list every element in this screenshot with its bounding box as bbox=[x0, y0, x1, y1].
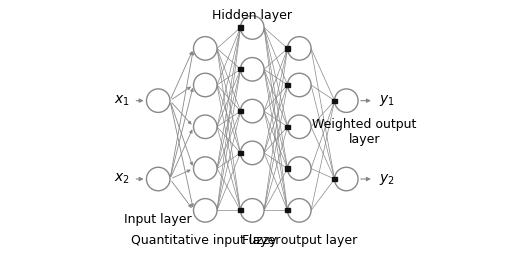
Text: Quantitative input layer: Quantitative input layer bbox=[131, 234, 280, 247]
Circle shape bbox=[194, 73, 217, 97]
Circle shape bbox=[241, 99, 264, 123]
Bar bbox=[285, 125, 289, 129]
Text: Weighted output
layer: Weighted output layer bbox=[313, 118, 417, 146]
Circle shape bbox=[194, 157, 217, 180]
Bar bbox=[238, 67, 243, 72]
Circle shape bbox=[287, 115, 311, 139]
Text: $x_2$: $x_2$ bbox=[114, 172, 129, 186]
Bar bbox=[238, 208, 243, 213]
Circle shape bbox=[194, 199, 217, 222]
Bar bbox=[238, 25, 243, 30]
Text: $y_1$: $y_1$ bbox=[379, 93, 395, 108]
Bar bbox=[285, 46, 289, 50]
Circle shape bbox=[335, 89, 358, 112]
Bar bbox=[285, 208, 289, 213]
Circle shape bbox=[146, 89, 170, 112]
Bar bbox=[333, 98, 337, 103]
Circle shape bbox=[287, 199, 311, 222]
Text: $x_1$: $x_1$ bbox=[114, 93, 129, 108]
Circle shape bbox=[241, 58, 264, 81]
Bar bbox=[238, 151, 243, 155]
Circle shape bbox=[287, 73, 311, 97]
Bar bbox=[285, 167, 289, 171]
Circle shape bbox=[287, 37, 311, 60]
Text: Hidden layer: Hidden layer bbox=[212, 9, 293, 22]
Circle shape bbox=[146, 167, 170, 191]
Text: $y_2$: $y_2$ bbox=[379, 172, 394, 187]
Circle shape bbox=[194, 115, 217, 139]
Circle shape bbox=[194, 37, 217, 60]
Circle shape bbox=[287, 157, 311, 180]
Bar bbox=[285, 83, 289, 87]
Circle shape bbox=[241, 199, 264, 222]
Text: Fuzzy output layer: Fuzzy output layer bbox=[242, 234, 357, 247]
Bar bbox=[238, 109, 243, 113]
Bar bbox=[333, 177, 337, 181]
Circle shape bbox=[241, 141, 264, 165]
Circle shape bbox=[335, 167, 358, 191]
Text: Input layer: Input layer bbox=[125, 213, 192, 226]
Circle shape bbox=[241, 16, 264, 39]
